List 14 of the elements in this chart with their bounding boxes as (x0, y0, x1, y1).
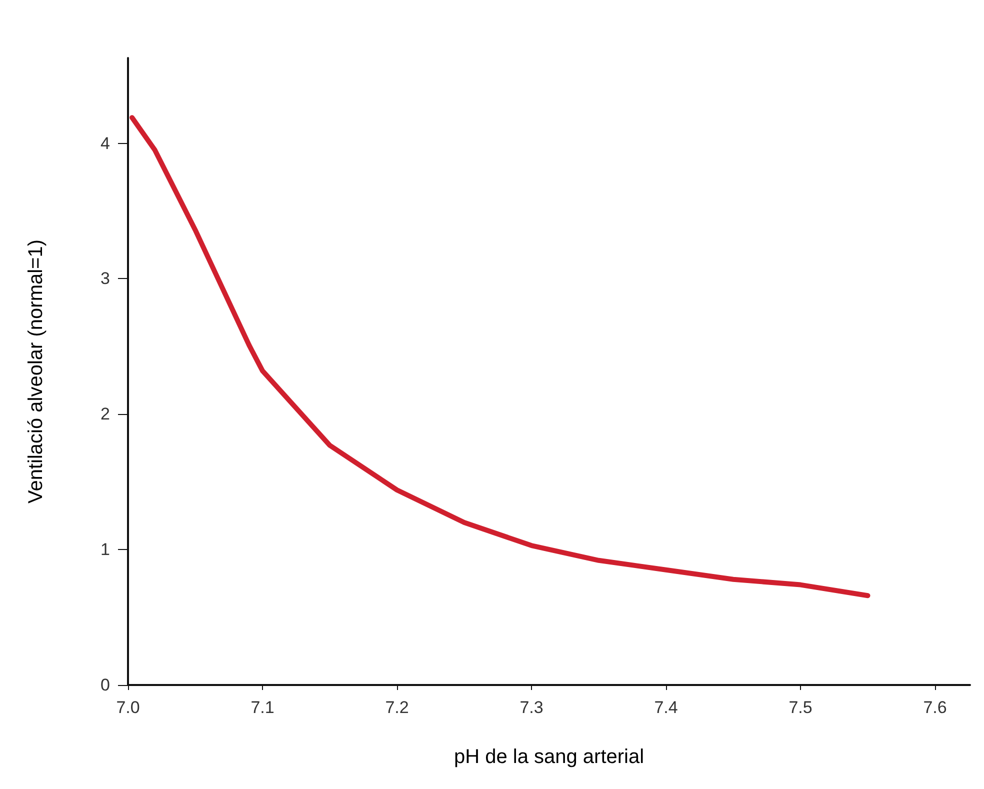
x-tick-label: 7.0 (116, 698, 140, 717)
y-tick-label: 2 (100, 404, 110, 424)
y-axis-title: Ventilació alveolar (normal=1) (25, 239, 47, 504)
x-tick-label: 7.3 (520, 698, 544, 717)
x-axis-title: pH de la sang arterial (454, 746, 644, 768)
x-tick-label: 7.2 (385, 698, 409, 717)
x-tick-label: 7.6 (923, 698, 947, 717)
y-tick-label: 4 (100, 134, 110, 153)
x-tick-label: 7.1 (250, 698, 274, 717)
y-tick-label: 1 (100, 540, 110, 560)
y-tick-label: 3 (100, 269, 110, 288)
y-tick-label: 0 (100, 676, 110, 694)
x-tick-label: 7.5 (788, 698, 812, 717)
x-tick-label: 7.4 (654, 698, 678, 717)
